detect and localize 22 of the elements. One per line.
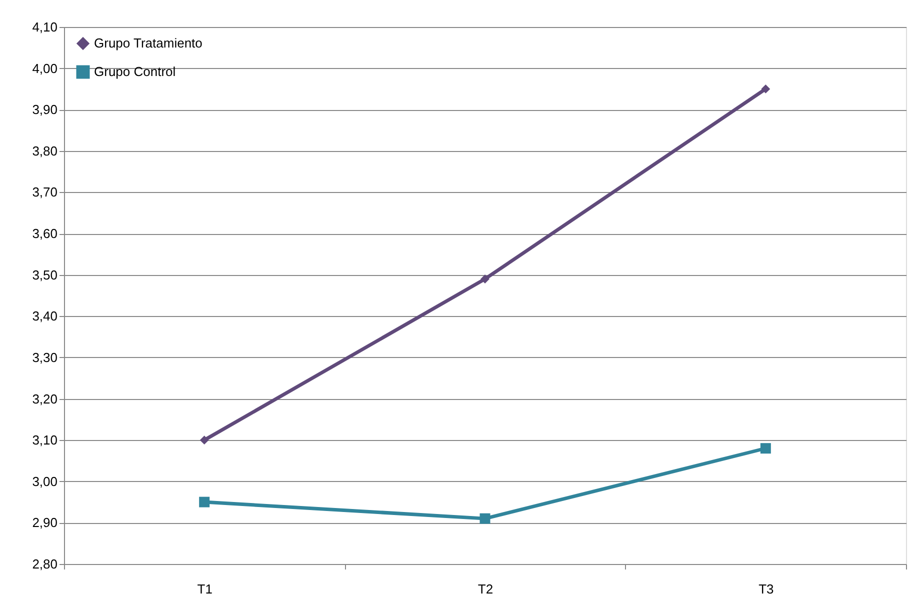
y-tick-label: 3,00 xyxy=(32,474,58,489)
y-tick-label: 3,50 xyxy=(32,267,58,282)
point xyxy=(199,496,210,508)
x-tick-label: T2 xyxy=(478,582,494,596)
y-tick-label: 3,60 xyxy=(32,226,58,242)
y-tick-label: 3,20 xyxy=(32,391,58,406)
legend-label: Grupo Tratamiento xyxy=(94,36,202,50)
x-tick-label: T1 xyxy=(197,582,212,596)
y-tick-label: 4,00 xyxy=(32,60,58,76)
y-tick-label: 3,10 xyxy=(32,432,58,448)
y-tick-label: 3,90 xyxy=(32,102,58,118)
point xyxy=(480,513,490,524)
y-tick-label: 3,70 xyxy=(32,184,58,200)
y-tick-label: 3,80 xyxy=(32,143,58,158)
y-tick-label: 4,10 xyxy=(32,20,58,34)
y-tick-label: 3,30 xyxy=(32,350,58,365)
y-tick-label: 2,80 xyxy=(32,556,58,572)
y-tick-label: 2,90 xyxy=(32,515,58,530)
y-tick-label: 3,40 xyxy=(32,308,58,324)
x-tick-label: T3 xyxy=(758,582,774,596)
legend-label: Grupo Control xyxy=(94,64,176,79)
point xyxy=(760,443,771,454)
